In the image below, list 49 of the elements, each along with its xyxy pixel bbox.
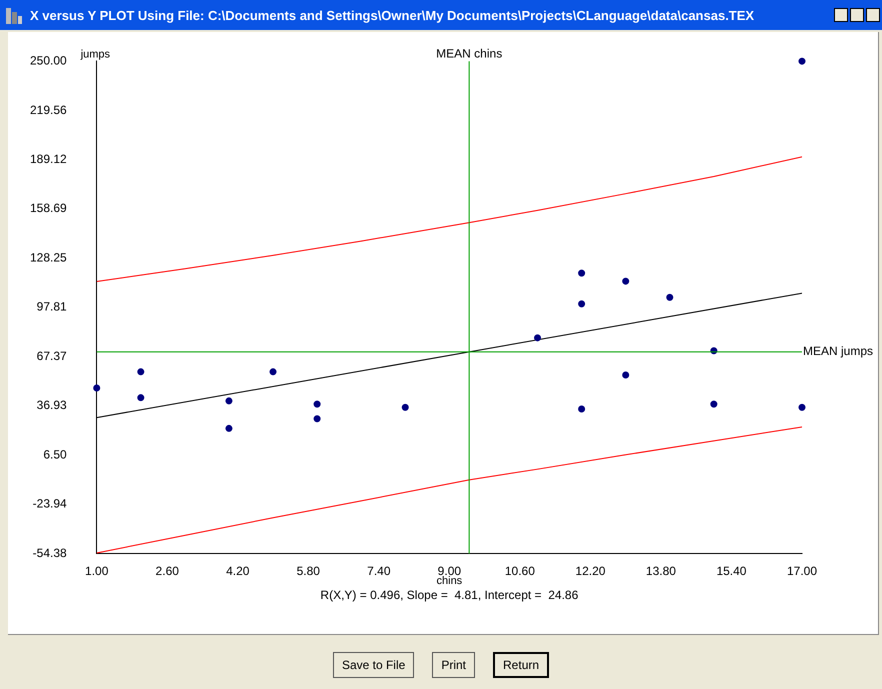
point (534, 334, 542, 342)
point (666, 294, 674, 301)
y-tick-label: 6.50 (43, 447, 68, 462)
x-tick-label: 13.80 (646, 564, 676, 578)
y-tick-label: 250.00 (30, 54, 68, 68)
text: R(X,Y) = 0.496, Slope = 4.81, Intercept = 24.86 (320, 588, 579, 602)
point (314, 400, 321, 408)
point (225, 397, 232, 404)
text: Save to File (332, 652, 414, 678)
x-tick-label: 12.20 (575, 564, 606, 578)
point (314, 415, 321, 422)
text: Print (432, 652, 476, 678)
point (137, 368, 144, 376)
y-tick-label: 158.69 (30, 201, 68, 216)
point (798, 404, 806, 411)
y-tick-label: 128.25 (30, 250, 68, 264)
x-tick-label: 2.60 (156, 564, 180, 578)
point (270, 368, 277, 376)
point (225, 424, 232, 432)
x-tick-label: 4.20 (226, 564, 250, 578)
point (578, 406, 586, 413)
y-tick-label: 97.81 (36, 300, 68, 314)
text: Return (493, 652, 550, 678)
y-tick-label: 67.37 (36, 348, 68, 363)
x-tick-label: 17.00 (786, 564, 818, 578)
point (402, 404, 409, 411)
y-tick-label: 189.12 (30, 152, 68, 166)
x-tick-label: 7.40 (367, 564, 391, 578)
point (578, 300, 586, 308)
x-tick-label: 10.60 (504, 564, 536, 578)
y-tick-label: -54.38 (32, 546, 68, 560)
y-tick-label: 36.93 (36, 398, 68, 412)
x-axis-title: chins (436, 575, 463, 588)
point (137, 394, 144, 402)
y-axis-title: jumps (80, 48, 111, 61)
point (798, 58, 806, 65)
x-tick-label: 5.80 (296, 564, 320, 578)
point (622, 372, 630, 379)
y-tick-label: -23.94 (32, 496, 68, 511)
point (93, 384, 100, 392)
x-tick-label: 1.00 (85, 564, 109, 578)
point (578, 270, 586, 277)
ref-line-label: MEAN jumps (803, 344, 874, 358)
y-tick-label: 219.56 (30, 102, 68, 117)
point (622, 278, 630, 285)
ref-line-label: MEAN chins (436, 46, 502, 61)
x-tick-label: 15.40 (716, 564, 747, 578)
chart-title: X versus Y PLOT Using File: C:\Documents and Settings\Owner\My Documents\Projects\CLanguage\data\cansas.TEX (30, 8, 756, 22)
point (710, 400, 718, 408)
